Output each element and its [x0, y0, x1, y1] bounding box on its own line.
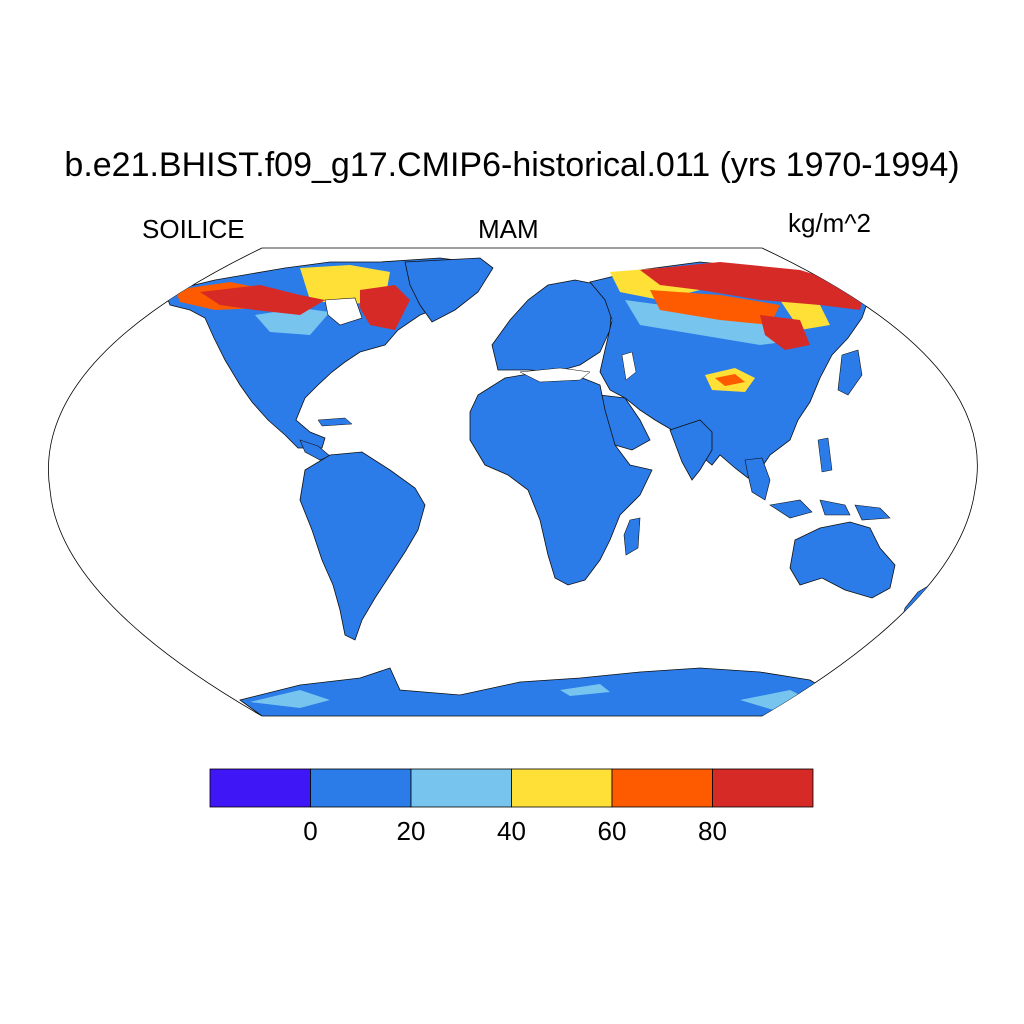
tibet-soilice-orange [715, 374, 745, 386]
south-america-landmass [299, 451, 426, 641]
colorbar-box [511, 768, 613, 808]
southeast-asia-landmass [744, 457, 771, 501]
colorbar-tick-label: 20 [396, 816, 426, 846]
na-soilice-red [200, 285, 410, 330]
mediterranean-sea [519, 367, 591, 383]
colorbar-box [209, 768, 311, 808]
caribbean-islands [317, 417, 353, 427]
colorbar-tick-label: 60 [597, 816, 627, 846]
colorbar-tick-label: 40 [497, 816, 526, 846]
indonesia-islands [769, 499, 891, 521]
philippines-islands [817, 437, 833, 473]
eurasia-soilice-red [640, 262, 865, 350]
japan-islands [837, 349, 863, 396]
caspian-sea [621, 351, 637, 381]
plot-title: b.e21.BHIST.f09_g17.CMIP6-historical.011… [64, 146, 960, 184]
greenland-landmass [404, 257, 494, 323]
season-label: MAM [478, 214, 539, 244]
india-landmass [669, 419, 713, 481]
hudson-bay [324, 297, 363, 326]
colorbar-box [410, 768, 512, 808]
na-soilice-light [255, 308, 330, 335]
madagascar-island [623, 517, 641, 556]
units-label: kg/m^2 [788, 208, 872, 238]
colorbar-tick-label: 80 [698, 816, 727, 846]
australia-landmass [789, 521, 896, 599]
variable-label: SOILICE [142, 214, 245, 244]
colorbar-box [712, 768, 814, 808]
colorbar-box [611, 768, 713, 808]
colorbar-box [310, 768, 412, 808]
colorbar-tick-label: 0 [303, 816, 318, 846]
eurasia-soilice-orange [650, 290, 780, 325]
africa-landmass [469, 371, 653, 586]
